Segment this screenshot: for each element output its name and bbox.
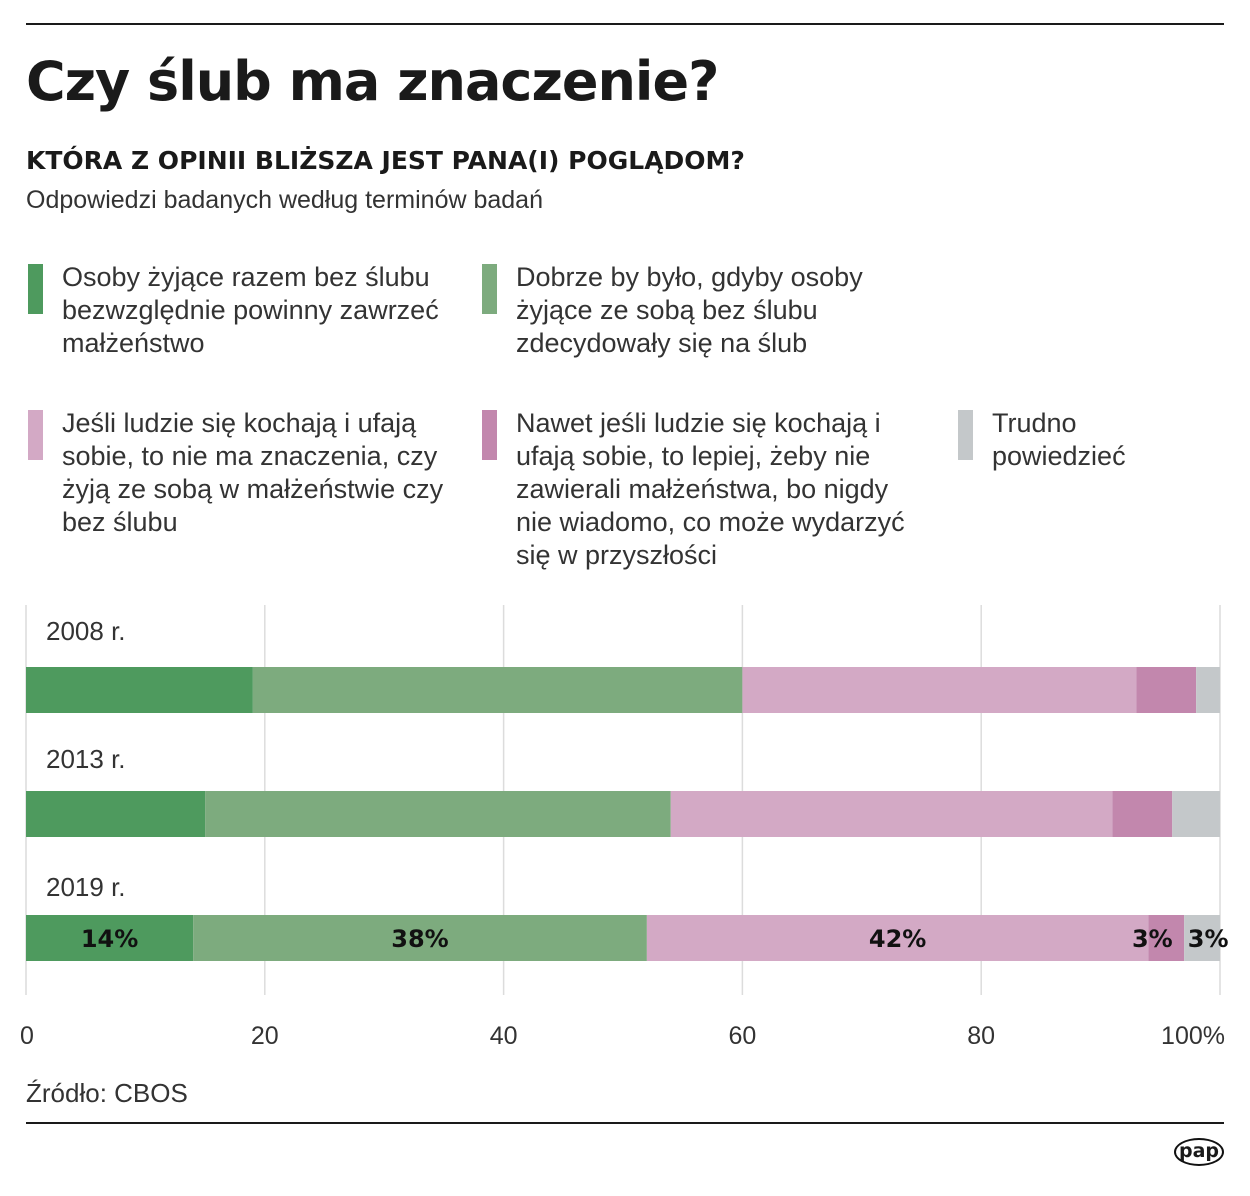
legend-label: Trudno powiedzieć bbox=[992, 408, 1126, 471]
chart-subtitle: KTÓRA Z OPINII BLIŻSZA JEST PANA(I) POGL… bbox=[26, 146, 745, 175]
top-rule bbox=[26, 23, 1224, 25]
x-tick-label: 40 bbox=[490, 1022, 518, 1050]
category-label: 2008 r. bbox=[46, 616, 126, 646]
legend-label: Dobrze by było, gdyby osoby żyjące ze so… bbox=[516, 262, 863, 358]
x-tick-label: 80 bbox=[967, 1022, 995, 1050]
bar-segment bbox=[26, 667, 253, 713]
bar-segment bbox=[670, 791, 1113, 837]
data-label: 42% bbox=[869, 925, 926, 953]
category-label: 2013 r. bbox=[46, 744, 126, 774]
legend-label: Jeśli ludzie się kochają i ufają sobie, … bbox=[62, 408, 444, 537]
bar-segment bbox=[1148, 915, 1185, 961]
legend-swatch bbox=[482, 264, 497, 314]
category-label: 2019 r. bbox=[46, 872, 126, 902]
legend-label: Osoby żyjące razem bez ślubu bezwzględni… bbox=[62, 262, 439, 358]
bar-segment bbox=[1196, 667, 1220, 713]
bar-segment bbox=[1184, 915, 1220, 961]
pap-logo: pap bbox=[1174, 1138, 1224, 1166]
x-tick-label: 20 bbox=[251, 1022, 279, 1050]
data-label: 38% bbox=[391, 925, 448, 953]
bar-segment bbox=[1136, 667, 1197, 713]
legend-label: Nawet jeśli ludzie się kochają i ufają s… bbox=[516, 408, 905, 570]
bar-segment bbox=[26, 791, 206, 837]
x-tick-label: 60 bbox=[728, 1022, 756, 1050]
bar-segment bbox=[205, 791, 671, 837]
bar-segment bbox=[1112, 791, 1173, 837]
bar-segment bbox=[1172, 791, 1220, 837]
chart-title: Czy ślub ma znaczenie? bbox=[26, 50, 719, 113]
source-note: Źródło: CBOS bbox=[26, 1078, 188, 1108]
bar-segment bbox=[252, 667, 743, 713]
data-label: 3% bbox=[1188, 925, 1229, 953]
legend-swatch bbox=[482, 410, 497, 460]
x-tick-label: 0 bbox=[20, 1022, 34, 1050]
legend-swatch bbox=[28, 410, 43, 460]
bar-segment bbox=[742, 667, 1137, 713]
x-tick-label: 100% bbox=[1161, 1022, 1225, 1050]
chart-description: Odpowiedzi badanych według terminów bada… bbox=[26, 186, 543, 214]
legend-swatch bbox=[28, 264, 43, 314]
bar-segment bbox=[646, 915, 1149, 961]
bar-segment bbox=[193, 915, 647, 961]
data-label: 3% bbox=[1132, 925, 1173, 953]
legend-swatch bbox=[958, 410, 973, 460]
data-label: 14% bbox=[81, 925, 138, 953]
bottom-rule bbox=[26, 1122, 1224, 1124]
bar-segment bbox=[26, 915, 194, 961]
